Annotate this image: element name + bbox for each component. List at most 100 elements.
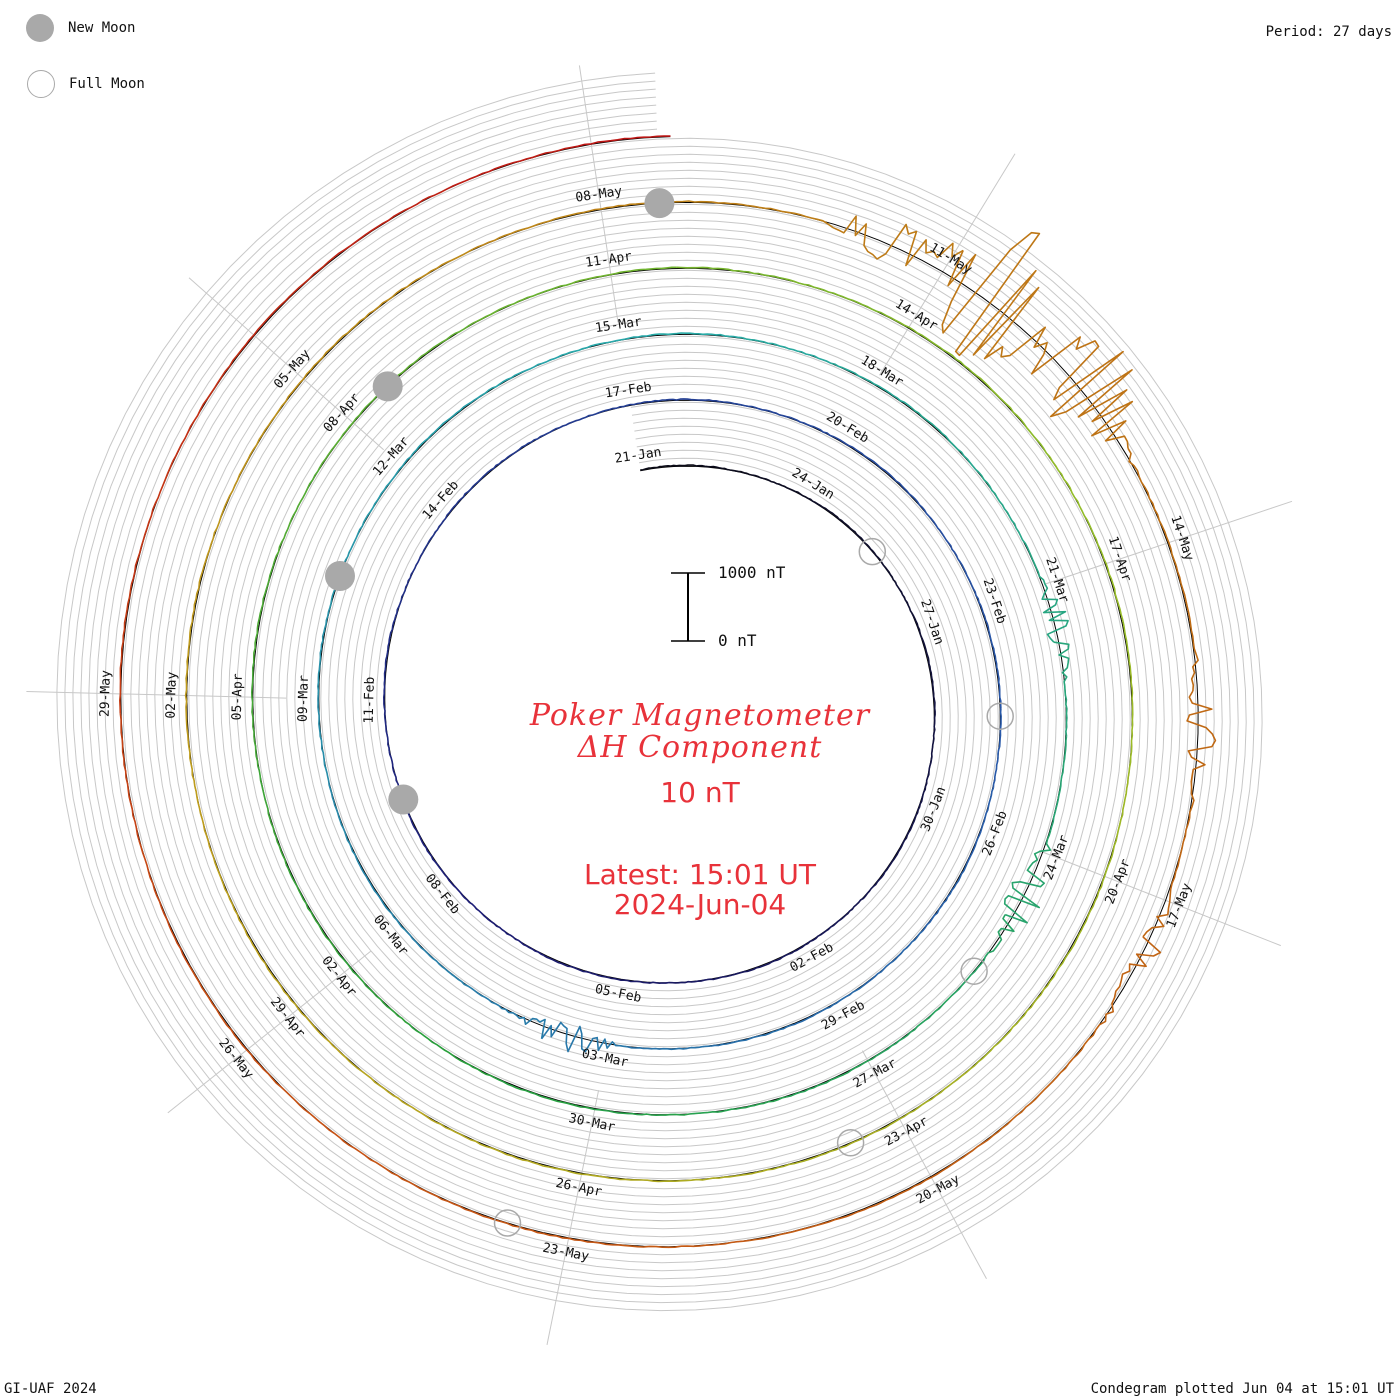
trace-segment-40 (710, 1024, 792, 1047)
trace-segment-63 (951, 914, 1015, 996)
legend-new-moon: New Moon (26, 14, 135, 42)
trace-segment-122 (188, 965, 269, 1075)
date-label: 23-May (541, 1241, 590, 1265)
trace-segment-67 (589, 1107, 690, 1116)
trace-segment-30 (789, 416, 857, 451)
day-radials (26, 65, 1293, 1345)
subtitle-units: 10 nT (660, 776, 740, 809)
trace-segment-74 (253, 560, 276, 663)
radial-line-8 (26, 691, 287, 699)
trace-segment-127 (172, 349, 242, 462)
footer-credit: GI-UAF 2024 (4, 1381, 97, 1397)
radial-line-1 (578, 65, 619, 323)
trace-segment-120 (369, 1158, 490, 1219)
date-label: 26-Feb (980, 809, 1011, 858)
grid-spiral-6 (72, 88, 1247, 1296)
trace-segment-35 (992, 708, 1002, 788)
trace-segment-84 (1049, 456, 1103, 555)
trace-segment-16 (543, 954, 606, 978)
trace-segment-24 (421, 496, 464, 554)
full-moon-marker-4 (836, 1129, 865, 1157)
trace-segment-37 (921, 863, 968, 932)
trace-segment-131 (571, 135, 671, 149)
trace-segment-27 (578, 401, 649, 421)
trace-segment-100 (191, 505, 226, 622)
trace-segment-98 (187, 741, 215, 858)
trace-segment-42 (540, 1021, 628, 1053)
trace-segment-56 (830, 362, 913, 409)
trace-segment-57 (911, 407, 980, 473)
trace-segment-1 (640, 464, 697, 471)
trace-segment-62 (1003, 830, 1052, 924)
trace-segment-10 (884, 818, 916, 873)
date-label: 08-Apr (321, 390, 363, 435)
date-label: 11-Feb (362, 676, 378, 724)
trace-segment-31 (855, 448, 913, 497)
date-label: 09-Mar (296, 675, 312, 723)
chart-subtitle: 10 nT (0, 778, 1400, 808)
date-label: 05-May (271, 347, 313, 392)
trace-segment-115 (987, 1049, 1083, 1141)
date-label: 17-Feb (604, 380, 653, 402)
trace-segment-82 (885, 314, 977, 377)
trace-segment-80 (676, 266, 785, 280)
trace-segment-86 (1128, 661, 1134, 773)
trace-segment-81 (783, 277, 887, 316)
trace-segment-71 (285, 864, 339, 954)
date-label: 29-May (98, 670, 114, 718)
radial-line-7 (167, 950, 372, 1114)
chart-title: Poker Magnetometer ΔH Component (0, 700, 1400, 764)
trace-segment-15 (604, 976, 670, 984)
date-label: 21-Jan (614, 445, 663, 467)
trace-segment-8 (930, 699, 936, 760)
radial-line-5 (861, 1050, 987, 1280)
trace-segment-52 (481, 354, 563, 396)
date-label: 03-Mar (580, 1046, 629, 1070)
trace-segment-55 (741, 336, 831, 364)
trace-segment-110 (1127, 447, 1177, 566)
trace-segment-28 (648, 398, 720, 403)
trace-segment-18 (442, 871, 490, 921)
trace-segment-126 (130, 460, 174, 585)
trace-segment-113 (1142, 818, 1191, 938)
trace-segment-99 (184, 621, 194, 742)
date-label: 05-Apr (230, 673, 246, 721)
trace-segment-76 (319, 385, 388, 468)
trace-segment-64 (875, 994, 953, 1057)
trace-segment-23 (394, 552, 424, 617)
trace-segment-21 (383, 683, 390, 752)
new-moon-marker-4 (644, 188, 675, 219)
trace-segment-79 (570, 266, 677, 285)
trace-segment-14 (668, 974, 733, 984)
full-moon-marker-2 (986, 702, 1014, 730)
trace-segment-114 (1080, 936, 1162, 1051)
trace-segment-117 (749, 1204, 876, 1242)
title-line-2: ΔH Component (577, 730, 823, 765)
date-label: 26-Apr (554, 1176, 603, 1200)
latest-date: 2024-Jun-04 (613, 888, 787, 921)
legend-full-moon: Full Moon (27, 70, 145, 98)
trace-segment-130 (445, 146, 572, 191)
trace-segment-116 (875, 1139, 989, 1207)
trace-segment-112 (1186, 690, 1217, 819)
trace-segment-89 (974, 980, 1051, 1067)
trace-segment-72 (257, 765, 287, 865)
trace-segment-111 (1175, 565, 1199, 692)
trace-segment-90 (880, 1064, 976, 1131)
trace-segment-3 (752, 474, 809, 499)
footer-plotted: Condegram plotted Jun 04 at 15:01 UT (1090, 1381, 1394, 1397)
trace-segment-128 (240, 256, 335, 351)
trace-segment-88 (1049, 881, 1104, 982)
trace-segment-34 (988, 630, 1002, 709)
trace-segment-68 (494, 1077, 591, 1110)
trace-segment-123 (138, 840, 190, 967)
trace-segment-75 (273, 466, 321, 562)
new-moon-marker-2 (325, 561, 355, 591)
trace-segment-118 (618, 1239, 750, 1249)
trace-segment-6 (894, 581, 923, 639)
trace-segment-83 (976, 374, 1051, 458)
trace-segment-69 (408, 1023, 496, 1079)
trace-segment-32 (911, 495, 959, 560)
